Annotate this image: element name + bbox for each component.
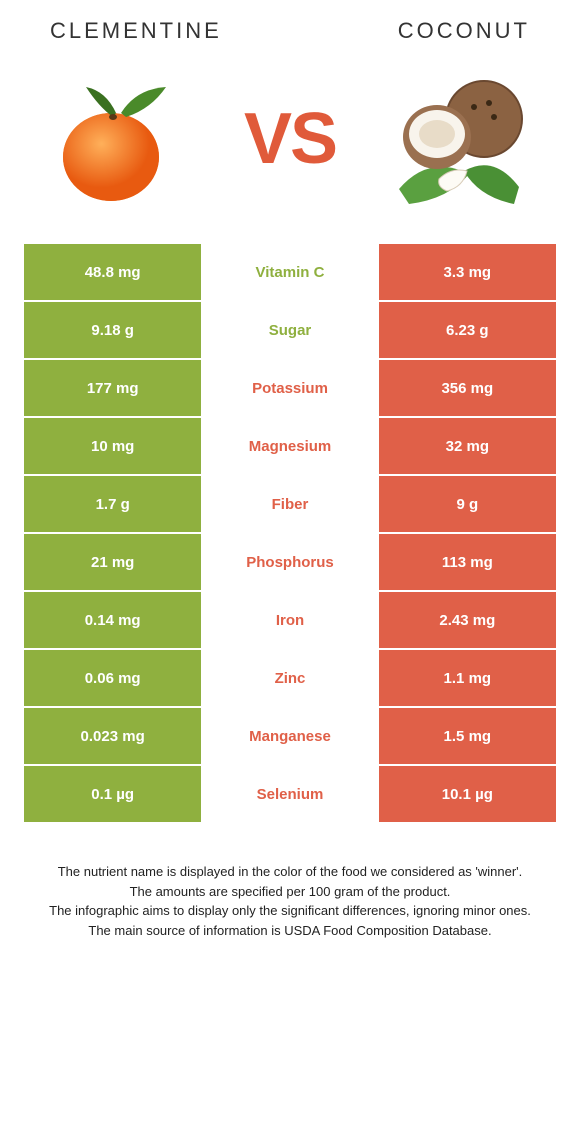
nutrient-label: Iron [201,592,378,648]
table-row: 177 mg Potassium 356 mg [24,360,556,416]
nutrient-label: Zinc [201,650,378,706]
value-right: 113 mg [379,534,556,590]
value-right: 1.1 mg [379,650,556,706]
nutrient-label: Fiber [201,476,378,532]
table-row: 0.1 µg Selenium 10.1 µg [24,766,556,822]
value-right: 9 g [379,476,556,532]
table-row: 1.7 g Fiber 9 g [24,476,556,532]
clementine-icon [41,59,201,219]
value-right: 356 mg [379,360,556,416]
value-left: 21 mg [24,534,201,590]
footnote-line: The main source of information is USDA F… [40,921,540,941]
nutrient-label: Manganese [201,708,378,764]
value-right: 10.1 µg [379,766,556,822]
value-left: 0.14 mg [24,592,201,648]
table-row: 48.8 mg Vitamin C 3.3 mg [24,244,556,300]
value-left: 0.06 mg [24,650,201,706]
table-row: 10 mg Magnesium 32 mg [24,418,556,474]
value-left: 48.8 mg [24,244,201,300]
header: CLEMENTINE COCONUT [0,0,580,44]
table-row: 0.14 mg Iron 2.43 mg [24,592,556,648]
footnote-line: The amounts are specified per 100 gram o… [40,882,540,902]
table-row: 9.18 g Sugar 6.23 g [24,302,556,358]
value-left: 0.023 mg [24,708,201,764]
nutrient-label: Sugar [201,302,378,358]
footnote-line: The infographic aims to display only the… [40,901,540,921]
value-left: 177 mg [24,360,201,416]
footnote-line: The nutrient name is displayed in the co… [40,862,540,882]
table-row: 0.023 mg Manganese 1.5 mg [24,708,556,764]
value-left: 9.18 g [24,302,201,358]
title-coconut: COCONUT [398,18,530,44]
value-left: 0.1 µg [24,766,201,822]
value-right: 32 mg [379,418,556,474]
title-clementine: CLEMENTINE [50,18,222,44]
nutrient-label: Magnesium [201,418,378,474]
comparison-table: 48.8 mg Vitamin C 3.3 mg 9.18 g Sugar 6.… [24,244,556,822]
nutrient-label: Vitamin C [201,244,378,300]
value-right: 3.3 mg [379,244,556,300]
nutrient-label: Phosphorus [201,534,378,590]
value-right: 1.5 mg [379,708,556,764]
nutrient-label: Selenium [201,766,378,822]
value-left: 1.7 g [24,476,201,532]
table-row: 0.06 mg Zinc 1.1 mg [24,650,556,706]
table-row: 21 mg Phosphorus 113 mg [24,534,556,590]
value-right: 6.23 g [379,302,556,358]
vs-label: VS [244,98,336,180]
value-right: 2.43 mg [379,592,556,648]
value-left: 10 mg [24,418,201,474]
footer-notes: The nutrient name is displayed in the co… [40,862,540,940]
images-row: VS [0,44,580,244]
nutrient-label: Potassium [201,360,378,416]
coconut-icon [379,59,539,219]
